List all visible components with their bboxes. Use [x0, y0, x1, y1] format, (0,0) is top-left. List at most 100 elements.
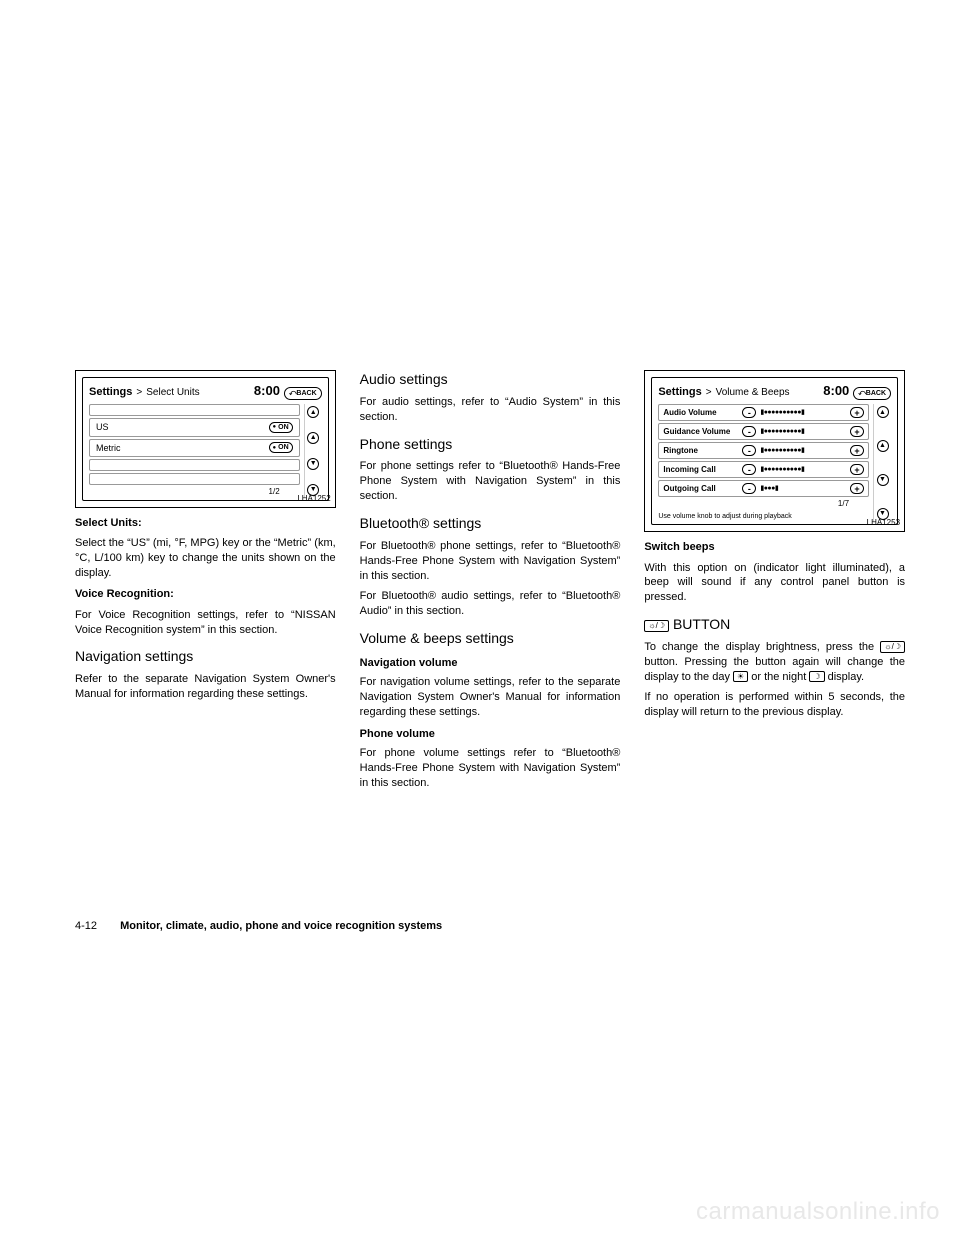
brightness-icon: ☼/☽ — [880, 641, 905, 653]
breadcrumb-page: Volume & Beeps — [716, 386, 790, 400]
back-button: ⤺BACK — [853, 387, 891, 400]
slider-track: ▮●●●●●●●●●●▮ — [760, 408, 846, 417]
screenshot-inner: Settings > Select Units 8:00 ⤺BACK US ON — [82, 377, 329, 501]
nav-up2-icon: ▲ — [307, 432, 319, 444]
back-button: ⤺BACK — [284, 387, 322, 400]
paragraph: To change the display brightness, press … — [644, 640, 905, 685]
empty-row — [89, 404, 300, 416]
screenshot-body: US ON Metric ON 1/2 ▲ ▲ — [89, 404, 322, 497]
text: To change the display brightness, press … — [644, 641, 880, 653]
footer-text: Monitor, climate, audio, phone and voice… — [120, 920, 442, 932]
heading-volume-beeps: Volume & beeps settings — [360, 629, 621, 648]
watermark: carmanualsonline.info — [696, 1198, 940, 1226]
night-icon: ☽ — [809, 671, 824, 683]
text: display. — [828, 671, 864, 683]
slider-track: ▮●●●●●●●●●●▮ — [760, 446, 846, 455]
scroll-nav: ▲ ▲ ▼ ▼ — [304, 404, 322, 497]
paragraph: For Bluetooth® audio settings, refer to … — [360, 589, 621, 619]
screenshot-select-units: Settings > Select Units 8:00 ⤺BACK US ON — [75, 370, 336, 508]
text: or the night — [751, 671, 809, 683]
nav-down-icon: ▼ — [877, 474, 889, 486]
page-footer: 4-12 Monitor, climate, audio, phone and … — [75, 920, 442, 932]
nav-up-icon: ▲ — [307, 406, 319, 418]
option-list: US ON Metric ON 1/2 — [89, 404, 300, 497]
slider-label: Outgoing Call — [663, 484, 738, 495]
paragraph: If no operation is performed within 5 se… — [644, 690, 905, 720]
figure-id: LHA1252 — [297, 494, 330, 505]
page-indicator: 1/2 — [89, 487, 300, 498]
heading-navigation-volume: Navigation volume — [360, 656, 621, 671]
heading-navigation-settings: Navigation settings — [75, 647, 336, 666]
screenshot-header: Settings > Volume & Beeps 8:00 ⤺BACK — [658, 382, 891, 400]
button-heading-text: BUTTON — [673, 616, 730, 632]
empty-row — [89, 473, 300, 485]
minus-icon: - — [742, 483, 756, 494]
minus-icon: - — [742, 407, 756, 418]
option-metric: Metric ON — [89, 439, 300, 457]
heading-phone-volume: Phone volume — [360, 727, 621, 742]
paragraph: For Voice Recognition settings, refer to… — [75, 608, 336, 638]
slider-label: Ringtone — [663, 446, 738, 457]
paragraph: Refer to the separate Navigation System … — [75, 672, 336, 702]
page-indicator: 1/7 — [658, 499, 869, 510]
breadcrumb-sep: > — [706, 386, 712, 400]
on-indicator: ON — [269, 422, 293, 433]
heading-switch-beeps: Switch beeps — [644, 540, 905, 555]
plus-icon: + — [850, 407, 864, 418]
plus-icon: + — [850, 483, 864, 494]
column-2: Audio settings For audio settings, refer… — [360, 370, 621, 797]
option-label: US — [96, 421, 109, 433]
minus-icon: - — [742, 445, 756, 456]
breadcrumb-page: Select Units — [146, 386, 199, 400]
screenshot-inner: Settings > Volume & Beeps 8:00 ⤺BACK Aud… — [651, 377, 898, 525]
clock: 8:00 — [823, 382, 849, 400]
figure-id: LHA1253 — [867, 518, 900, 529]
empty-row — [89, 459, 300, 471]
slider-label: Incoming Call — [663, 465, 738, 476]
breadcrumb-settings: Settings — [658, 385, 701, 400]
plus-icon: + — [850, 464, 864, 475]
heading-bluetooth-settings: Bluetooth® settings — [360, 514, 621, 533]
paragraph: For phone settings refer to “Bluetooth® … — [360, 459, 621, 504]
plus-icon: + — [850, 426, 864, 437]
slider-outgoing-call: Outgoing Call - ▮●●●▮ + — [658, 480, 869, 497]
breadcrumb-settings: Settings — [89, 385, 132, 400]
column-3: Settings > Volume & Beeps 8:00 ⤺BACK Aud… — [644, 370, 905, 797]
slider-incoming-call: Incoming Call - ▮●●●●●●●●●●▮ + — [658, 461, 869, 478]
heading-phone-settings: Phone settings — [360, 435, 621, 454]
brightness-icon: ☼/☽ — [644, 620, 669, 632]
paragraph: For audio settings, refer to “Audio Syst… — [360, 395, 621, 425]
slider-track: ▮●●●▮ — [760, 484, 846, 493]
slider-track: ▮●●●●●●●●●●▮ — [760, 427, 846, 436]
nav-down-icon: ▼ — [307, 458, 319, 470]
hint-text: Use volume knob to adjust during playbac… — [658, 512, 869, 521]
paragraph: For navigation volume settings, refer to… — [360, 675, 621, 720]
slider-ringtone: Ringtone - ▮●●●●●●●●●●▮ + — [658, 442, 869, 459]
paragraph: For Bluetooth® phone settings, refer to … — [360, 539, 621, 584]
paragraph: With this option on (indicator light ill… — [644, 561, 905, 606]
option-label: Metric — [96, 442, 121, 454]
breadcrumb-sep: > — [136, 386, 142, 400]
plus-icon: + — [850, 445, 864, 456]
nav-up2-icon: ▲ — [877, 440, 889, 452]
paragraph: For phone volume settings refer to “Blue… — [360, 746, 621, 791]
minus-icon: - — [742, 464, 756, 475]
nav-up-icon: ▲ — [877, 406, 889, 418]
minus-icon: - — [742, 426, 756, 437]
screenshot-header: Settings > Select Units 8:00 ⤺BACK — [89, 382, 322, 400]
slider-guidance-volume: Guidance Volume - ▮●●●●●●●●●●▮ + — [658, 423, 869, 440]
screenshot-body: Audio Volume - ▮●●●●●●●●●●▮ + Guidance V… — [658, 404, 891, 521]
column-1: Settings > Select Units 8:00 ⤺BACK US ON — [75, 370, 336, 797]
heading-brightness-button: ☼/☽ BUTTON — [644, 615, 905, 634]
on-indicator: ON — [269, 442, 293, 453]
clock: 8:00 — [254, 382, 280, 400]
heading-select-units: Select Units: — [75, 516, 336, 531]
paragraph: Select the “US” (mi, °F, MPG) key or the… — [75, 536, 336, 581]
heading-audio-settings: Audio settings — [360, 370, 621, 389]
slider-list: Audio Volume - ▮●●●●●●●●●●▮ + Guidance V… — [658, 404, 869, 521]
slider-audio-volume: Audio Volume - ▮●●●●●●●●●●▮ + — [658, 404, 869, 421]
slider-track: ▮●●●●●●●●●●▮ — [760, 465, 846, 474]
option-us: US ON — [89, 418, 300, 436]
screenshot-volume-beeps: Settings > Volume & Beeps 8:00 ⤺BACK Aud… — [644, 370, 905, 532]
day-icon: ☀ — [733, 671, 748, 683]
